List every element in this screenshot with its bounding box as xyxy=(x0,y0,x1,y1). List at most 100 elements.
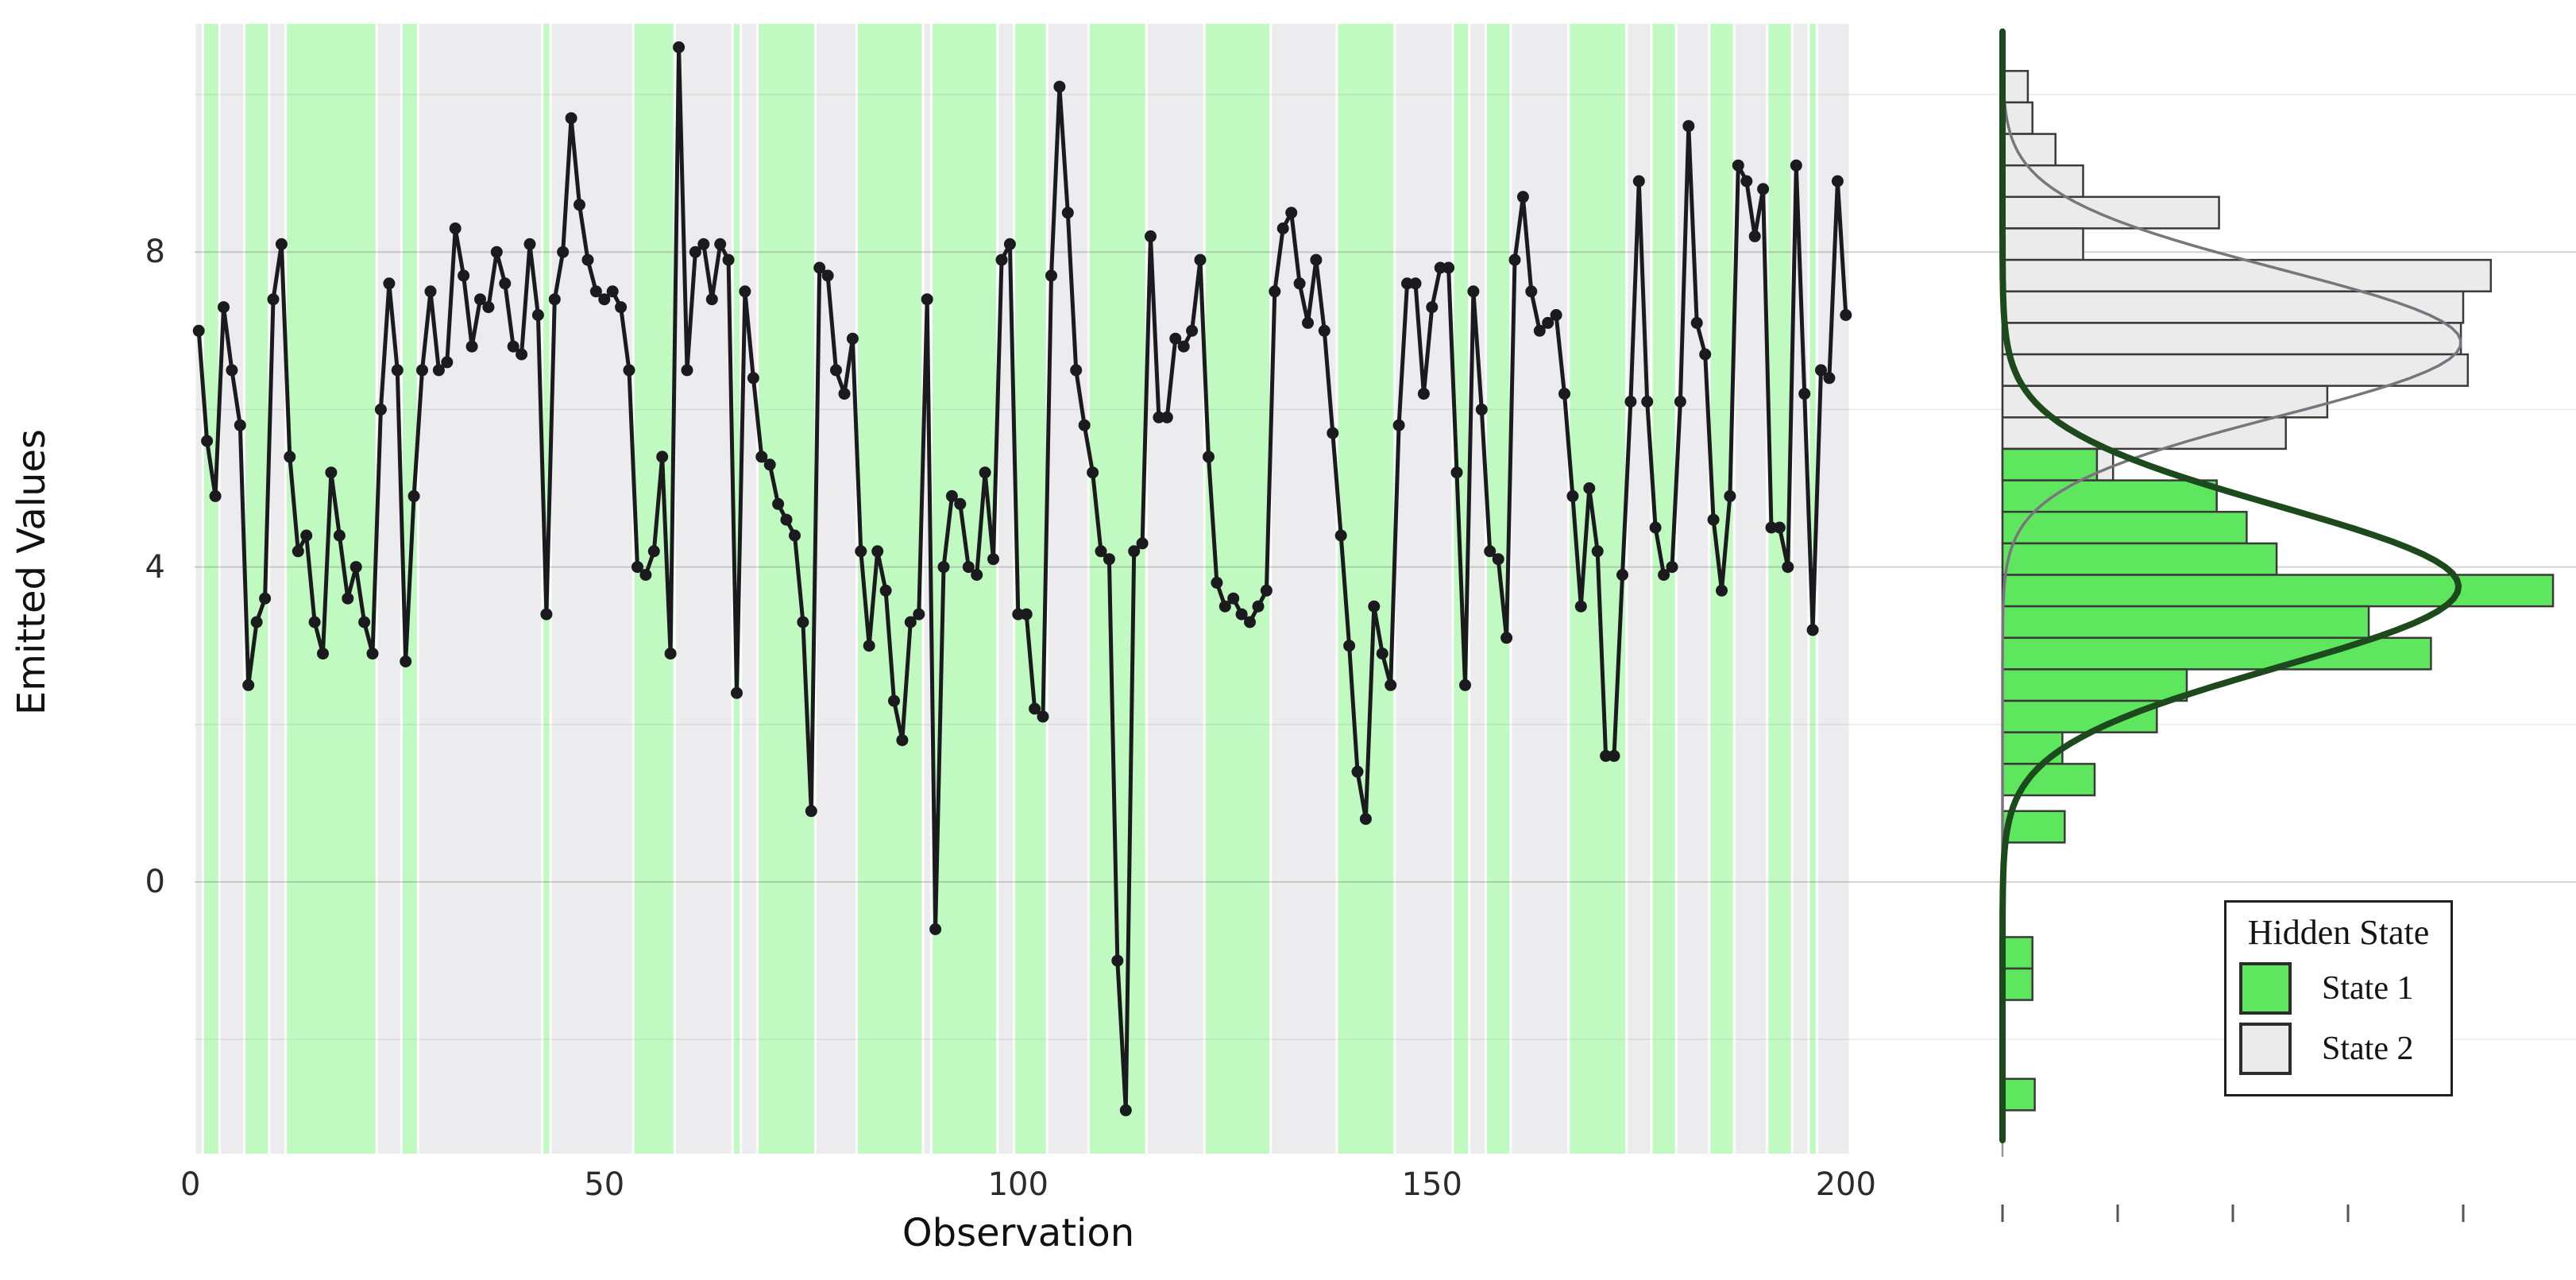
data-point xyxy=(1724,489,1736,502)
band-state1 xyxy=(1205,24,1270,1154)
data-point xyxy=(259,592,272,605)
data-point xyxy=(995,253,1008,266)
histogram-x-ticks xyxy=(2001,1205,2465,1222)
data-point xyxy=(507,340,519,353)
band-state2 xyxy=(817,24,856,1154)
x-tick-label: 200 xyxy=(1815,1166,1876,1203)
data-point xyxy=(432,364,445,377)
data-point xyxy=(531,309,544,321)
data-point xyxy=(697,238,710,250)
data-point xyxy=(1392,419,1405,431)
data-point xyxy=(739,285,751,298)
state2-swatch xyxy=(2239,1023,2292,1075)
data-point xyxy=(1203,451,1215,463)
data-point xyxy=(1045,269,1057,282)
data-point xyxy=(1475,403,1488,416)
data-point xyxy=(1087,466,1099,479)
band-state2 xyxy=(1396,24,1452,1154)
hist-bar-state1 xyxy=(2001,605,2370,639)
hist-bar-state2 xyxy=(2001,322,2462,356)
x-tick-label: 50 xyxy=(584,1166,625,1203)
data-point xyxy=(789,529,801,542)
data-point xyxy=(1244,616,1256,628)
data-point xyxy=(888,694,900,707)
hist-bar-state2 xyxy=(2001,70,2030,104)
hist-bar-state2 xyxy=(2001,290,2465,324)
data-point xyxy=(250,616,263,628)
data-point xyxy=(615,301,628,314)
data-point xyxy=(1128,545,1141,558)
data-point xyxy=(342,592,354,605)
hist-bar-state2 xyxy=(2001,195,2220,230)
data-point xyxy=(913,608,925,621)
band-state2 xyxy=(742,24,757,1154)
data-point xyxy=(1790,159,1802,172)
data-point xyxy=(1674,396,1686,408)
data-point xyxy=(1169,332,1182,345)
data-point xyxy=(945,489,958,502)
hist-bar-state2 xyxy=(2001,227,2084,261)
data-point xyxy=(1310,253,1323,266)
band-state2 xyxy=(1272,24,1336,1154)
data-point xyxy=(1732,159,1744,172)
data-point xyxy=(962,561,975,574)
data-point xyxy=(1177,340,1190,353)
hist-bar-state1 xyxy=(2001,479,2218,513)
data-point xyxy=(987,553,999,566)
data-point xyxy=(954,497,967,510)
data-point xyxy=(1003,238,1016,250)
data-point xyxy=(275,238,288,250)
data-point xyxy=(647,545,660,558)
data-point xyxy=(805,805,817,818)
band-state2 xyxy=(1470,24,1485,1154)
band-state1 xyxy=(733,24,740,1154)
data-point xyxy=(689,246,701,258)
data-point xyxy=(1327,427,1339,439)
data-point xyxy=(358,616,371,628)
data-point xyxy=(714,238,727,250)
data-point xyxy=(441,356,454,369)
data-point xyxy=(1442,261,1455,274)
hist-bar-state1 xyxy=(2001,510,2248,545)
band-state1 xyxy=(1768,24,1791,1154)
data-point xyxy=(1658,569,1670,581)
data-point xyxy=(1426,301,1439,314)
data-point xyxy=(606,285,619,298)
band-state2 xyxy=(1147,24,1203,1154)
data-point xyxy=(1840,309,1852,321)
band-state2 xyxy=(220,24,244,1154)
data-point xyxy=(1376,648,1388,660)
data-point xyxy=(598,293,611,306)
data-point xyxy=(1608,749,1620,762)
data-point xyxy=(1591,545,1604,558)
data-point xyxy=(333,529,346,542)
data-point xyxy=(780,513,793,526)
hist-bar-state1 xyxy=(2001,668,2188,702)
data-point xyxy=(664,648,677,660)
data-point xyxy=(1211,576,1223,589)
data-point xyxy=(557,246,570,258)
data-point xyxy=(673,41,686,53)
x-tick-label: 0 xyxy=(180,1166,201,1203)
data-point xyxy=(871,545,884,558)
band-state2 xyxy=(924,24,930,1154)
x-axis-title: Observation xyxy=(902,1211,1135,1255)
data-point xyxy=(400,655,412,667)
state-bands xyxy=(195,24,1849,1154)
data-point xyxy=(879,584,892,597)
band-state2 xyxy=(1817,24,1849,1154)
band-state2 xyxy=(551,24,632,1154)
hist-bar-state2 xyxy=(2001,353,2470,387)
data-point xyxy=(1641,396,1654,408)
data-point xyxy=(490,246,503,258)
data-point xyxy=(523,238,536,250)
data-point xyxy=(1194,253,1207,266)
band-state1 xyxy=(1338,24,1394,1154)
legend-label-state1: State 1 xyxy=(2322,970,2414,1007)
data-point xyxy=(540,608,553,621)
band-state1 xyxy=(759,24,814,1154)
band-state2 xyxy=(1793,24,1808,1154)
data-point xyxy=(1600,749,1612,762)
hist-bar-state1 xyxy=(2001,936,2033,970)
data-point xyxy=(1020,608,1033,621)
